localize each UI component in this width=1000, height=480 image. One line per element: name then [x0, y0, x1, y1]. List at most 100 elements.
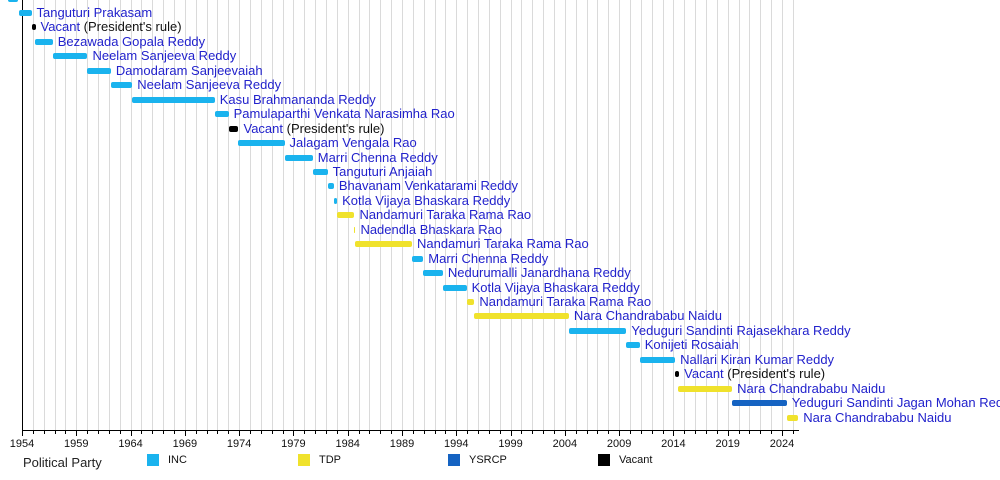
axis-tick	[412, 430, 414, 434]
axis-tick-label: 1979	[281, 438, 306, 450]
cm-row-label: Nara Chandrababu Naidu	[803, 410, 951, 426]
cm-name-link[interactable]: Nadendla Bhaskara Rao	[360, 221, 503, 237]
axis-tick	[119, 430, 121, 434]
axis-tick	[619, 430, 621, 436]
cm-name-link[interactable]: Yeduguri Sandinti Rajasekhara Reddy	[631, 322, 851, 338]
cm-name-link[interactable]: Vacant	[684, 366, 724, 382]
cm-name-link[interactable]: Damodaram Sanjeevaiah	[115, 62, 263, 78]
cm-name-link[interactable]: Vacant	[40, 19, 81, 35]
legend-label: YSRCP	[469, 454, 507, 466]
cm-name-link[interactable]: Pamulaparthi Venkata Narasimha Rao	[233, 106, 455, 122]
axis-tick	[206, 430, 208, 434]
axis-tick-label: 2009	[606, 438, 632, 450]
partial-top-bar	[7, 0, 18, 2]
gridline	[477, 0, 479, 430]
cm-row-label: Marri Chenna Reddy	[428, 251, 548, 267]
cm-row-label: Nandamuri Taraka Rama Rao	[479, 294, 651, 310]
term-bar	[732, 400, 787, 407]
cm-name-link[interactable]: Bhavanam Venkatarami Reddy	[338, 178, 519, 194]
cm-name-link[interactable]: Jalagam Vengala Rao	[289, 135, 417, 151]
cm-name-link[interactable]: Konijeti Rosaiah	[644, 337, 739, 353]
cm-name-link[interactable]: Nara Chandrababu Naidu	[737, 380, 886, 396]
legend-item-ysrcp: YSRCP	[448, 454, 507, 472]
cm-name-link[interactable]: Kasu Brahmananda Reddy	[219, 91, 376, 107]
axis-tick	[510, 430, 512, 436]
gridline	[325, 0, 327, 430]
gridline	[705, 0, 707, 430]
axis-tick-label: 1954	[9, 438, 35, 450]
term-bar	[474, 313, 569, 320]
axis-tick	[271, 430, 273, 434]
gridline	[293, 0, 295, 430]
axis-tick	[543, 430, 545, 434]
legend-item-tdp: TDP	[298, 454, 341, 472]
cm-name-link[interactable]: Nallari Kiran Kumar Reddy	[680, 351, 835, 367]
axis-tick	[249, 430, 251, 434]
gridline	[32, 0, 34, 430]
axis-tick	[97, 430, 99, 434]
axis-tick	[358, 430, 360, 434]
gridline	[141, 0, 143, 430]
term-bar	[442, 284, 467, 291]
gridline	[43, 0, 45, 430]
gridline	[380, 0, 382, 430]
cm-name-link[interactable]: Neelam Sanjeeva Reddy	[92, 48, 237, 64]
ysrcp-color-swatch	[448, 454, 460, 466]
term-bar	[466, 299, 475, 305]
gridline	[629, 0, 631, 430]
cm-name-link[interactable]: Yeduguri Sandinti Jagan Mohan Reddy	[791, 395, 1000, 411]
presidents-rule-note: (President's rule)	[80, 19, 182, 35]
axis-tick	[629, 430, 631, 434]
axis-tick	[32, 430, 34, 434]
gridline	[781, 0, 783, 430]
gridline	[163, 0, 165, 430]
cm-name-link[interactable]: Nandamuri Taraka Rama Rao	[479, 294, 652, 309]
axis-tick	[662, 430, 664, 434]
term-bar	[786, 414, 799, 421]
cm-name-link[interactable]: Bezawada Gopala Reddy	[57, 33, 206, 49]
cm-name-link[interactable]: Neelam Sanjeeva Reddy	[137, 77, 282, 93]
gridline	[597, 0, 599, 430]
gridline	[358, 0, 360, 430]
cm-row-label: Yeduguri Sandinti Jagan Mohan Reddy	[792, 395, 1000, 411]
cm-row-label: Konijeti Rosaiah	[645, 337, 739, 353]
axis-tick	[401, 430, 403, 436]
gridline	[575, 0, 577, 430]
cm-row-label: Yeduguri Sandinti Rajasekhara Reddy	[631, 323, 850, 339]
cm-name-link[interactable]: Vacant	[243, 120, 283, 136]
axis-tick	[54, 430, 56, 434]
cm-row-label: Vacant (President's rule)	[684, 366, 825, 382]
term-bar	[411, 255, 424, 262]
cm-name-link[interactable]: Marri Chenna Reddy	[428, 250, 549, 266]
axis-tick	[586, 430, 588, 434]
cm-name-link[interactable]: Tanguturi Anjaiah	[332, 163, 433, 179]
cm-row-label: Neelam Sanjeeva Reddy	[92, 48, 236, 64]
gridline	[434, 0, 436, 430]
cm-name-link[interactable]: Kotla Vijaya Bhaskara Reddy	[342, 192, 511, 208]
legend-label: INC	[168, 454, 187, 466]
cm-name-link[interactable]: Kotla Vijaya Bhaskara Reddy	[471, 279, 640, 295]
cm-name-link[interactable]: Nara Chandrababu Naidu	[803, 409, 952, 425]
gridline	[445, 0, 447, 430]
cm-name-link[interactable]: Nandamuri Taraka Rama Rao	[359, 207, 532, 223]
term-bar	[238, 140, 285, 147]
gridline	[716, 0, 718, 430]
axis-tick	[749, 430, 751, 434]
cm-name-link[interactable]: Marri Chenna Reddy	[317, 149, 438, 165]
gridline	[304, 0, 306, 430]
cm-row-label: Nandamuri Taraka Rama Rao	[417, 236, 589, 252]
cm-name-link[interactable]: Tanguturi Prakasam	[36, 5, 153, 20]
axis-tick	[423, 430, 425, 434]
cm-row-label: Vacant (President's rule)	[41, 19, 182, 35]
gridline	[217, 0, 219, 430]
gridline	[249, 0, 251, 430]
gridline	[564, 0, 566, 430]
axis-tick	[477, 430, 479, 434]
cm-name-link[interactable]: Nara Chandrababu Naidu	[573, 308, 723, 324]
gridline	[499, 0, 501, 430]
vacant-color-swatch	[598, 454, 610, 466]
cm-name-link[interactable]: Nedurumalli Janardhana Reddy	[447, 265, 631, 281]
cm-name-link[interactable]: Nandamuri Taraka Rama Rao	[416, 236, 589, 252]
axis-tick	[380, 430, 382, 434]
gridline	[727, 0, 729, 430]
